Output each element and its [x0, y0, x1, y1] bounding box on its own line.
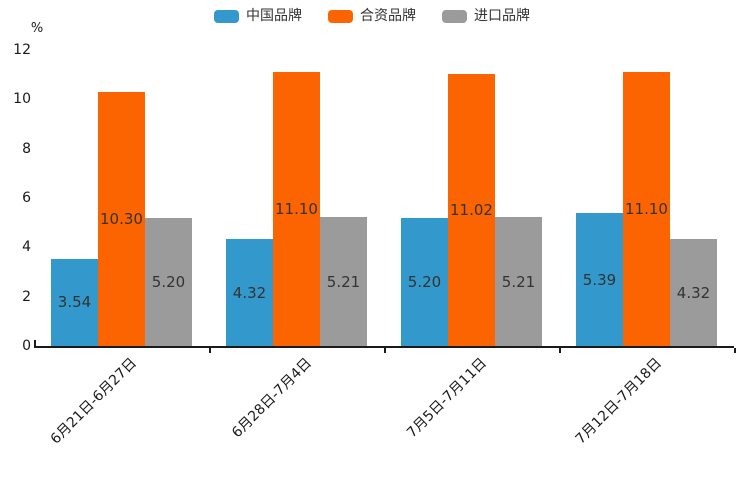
bar-joint-venture-brand-group3[interactable]: [448, 74, 495, 346]
bar-value-label: 5.21: [326, 272, 361, 291]
y-axis-tick-label: 4: [22, 239, 31, 256]
x-axis-tick: [384, 348, 386, 353]
x-axis-category-label: 6月28日-7月4日: [228, 355, 315, 442]
y-axis-tick-label: 0: [22, 338, 31, 354]
bar-value-label: 4.32: [676, 283, 711, 302]
bar-value-label: 11.10: [625, 200, 668, 219]
legend-item-joint-venture-brand[interactable]: 合资品牌: [328, 8, 416, 24]
legend-label: 中国品牌: [246, 8, 302, 24]
legend-item-import-brand[interactable]: 进口品牌: [442, 8, 530, 24]
bar-china-brand-group2[interactable]: [226, 239, 273, 346]
chart-legend: 中国品牌 合资品牌 进口品牌: [0, 8, 744, 24]
legend-marker-joint-venture-brand: [328, 9, 353, 23]
bar-value-label: 4.32: [232, 283, 267, 302]
y-axis-tick-label: 6: [22, 190, 31, 206]
x-axis-category-label: 6月21日-6月27日: [47, 355, 140, 448]
y-axis-tick-label: 8: [22, 140, 31, 157]
x-axis-tick: [209, 348, 211, 353]
x-axis-line: [34, 346, 734, 348]
y-axis-unit-label: %: [30, 21, 44, 36]
bar-china-brand-group4[interactable]: [576, 213, 623, 346]
bar-value-label: 5.39: [582, 270, 617, 289]
bar-import-brand-group3[interactable]: [495, 217, 542, 346]
bar-china-brand-group1[interactable]: [51, 258, 98, 346]
bar-import-brand-group4[interactable]: [670, 239, 717, 346]
bar-value-label: 10.30: [100, 209, 143, 228]
bar-value-label: 11.02: [450, 201, 493, 220]
legend-label: 合资品牌: [360, 8, 416, 24]
legend-item-china-brand[interactable]: 中国品牌: [214, 8, 302, 24]
bar-import-brand-group1[interactable]: [145, 217, 192, 346]
y-axis-tick-label: 2: [22, 288, 31, 305]
y-axis-tick-label: 10: [13, 91, 31, 108]
bar-value-label: 5.20: [151, 272, 186, 291]
x-axis-category-label: 7月5日-7月11日: [403, 355, 490, 442]
legend-label: 进口品牌: [474, 8, 530, 24]
bar-value-label: 3.54: [57, 293, 92, 312]
x-axis-tick: [734, 348, 736, 353]
bar-import-brand-group2[interactable]: [320, 217, 367, 346]
legend-marker-china-brand: [214, 9, 239, 23]
bar-joint-venture-brand-group4[interactable]: [623, 72, 670, 346]
bar-joint-venture-brand-group2[interactable]: [273, 72, 320, 346]
legend-marker-import-brand: [442, 9, 467, 23]
bar-value-label: 5.20: [407, 272, 442, 291]
x-axis-category-label: 7月12日-7月18日: [572, 355, 665, 448]
bar-value-label: 5.21: [501, 272, 536, 291]
x-axis-tick: [559, 348, 561, 353]
bar-china-brand-group3[interactable]: [401, 217, 448, 346]
bar-joint-venture-brand-group1[interactable]: [98, 91, 145, 346]
y-axis-tick-label: 12: [13, 42, 31, 58]
x-axis-tick: [34, 340, 36, 346]
bar-value-label: 11.10: [275, 200, 318, 219]
